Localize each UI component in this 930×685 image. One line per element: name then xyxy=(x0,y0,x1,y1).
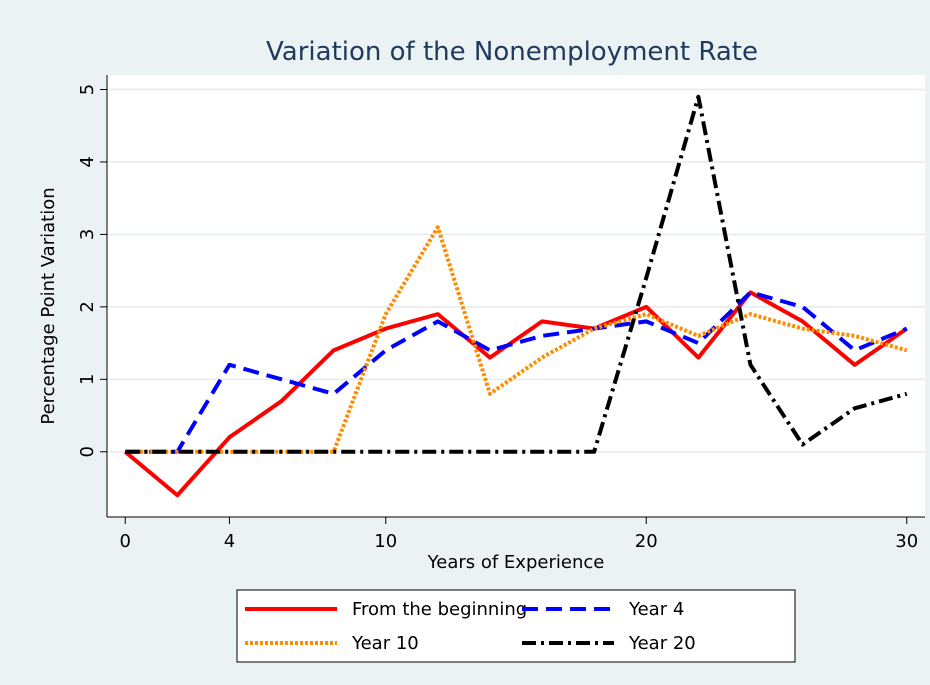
x-axis-label: Years of Experience xyxy=(427,552,605,573)
x-tick-label: 10 xyxy=(374,531,397,552)
legend-label: From the beginning xyxy=(352,599,527,620)
legend-label: Year 10 xyxy=(351,633,419,654)
y-tick-label: 3 xyxy=(77,229,98,240)
legend-label: Year 4 xyxy=(628,599,684,620)
plot-area xyxy=(107,75,925,517)
y-tick-label: 2 xyxy=(77,301,98,312)
series-line xyxy=(125,94,908,454)
series-line xyxy=(125,290,908,454)
y-tick-label: 5 xyxy=(77,84,98,95)
x-tick-label: 30 xyxy=(895,531,918,552)
y-tick-label: 1 xyxy=(77,374,98,385)
x-tick-label: 0 xyxy=(120,531,131,552)
y-axis-label: Percentage Point Variation xyxy=(38,187,59,424)
y-tick-label: 4 xyxy=(77,156,98,167)
series-line xyxy=(123,290,908,498)
chart-title: Variation of the Nonemployment Rate xyxy=(266,37,758,67)
series-line xyxy=(125,225,908,454)
x-tick-label: 20 xyxy=(635,531,658,552)
legend-label: Year 20 xyxy=(628,633,696,654)
legend xyxy=(236,589,796,663)
y-tick-label: 0 xyxy=(77,446,98,457)
x-tick-label: 4 xyxy=(224,531,235,552)
